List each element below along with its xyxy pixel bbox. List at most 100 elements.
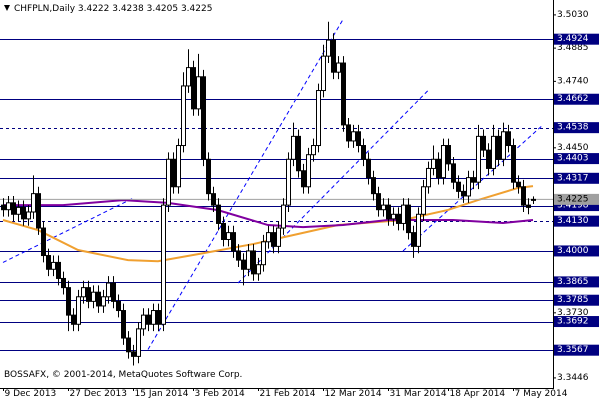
- candle-body: [446, 145, 451, 165]
- candle-body: [226, 232, 231, 240]
- candle-body: [31, 193, 36, 213]
- level-label: 3.4403: [557, 154, 589, 164]
- candle-body: [336, 62, 341, 73]
- candle-body: [526, 204, 531, 208]
- level-label: 3.4130: [557, 216, 589, 226]
- candle-body: [211, 193, 216, 206]
- candle-body: [161, 204, 166, 325]
- y-tick-label: 3.4885: [557, 43, 589, 53]
- candle-body: [81, 287, 86, 298]
- candle-body: [16, 206, 21, 215]
- candle-body: [466, 177, 471, 197]
- candle-body: [106, 282, 111, 298]
- candle-body: [366, 158, 371, 179]
- candle-body: [246, 250, 251, 270]
- level-label-box: [554, 93, 599, 105]
- candle-body: [311, 145, 316, 156]
- candle-body: [256, 264, 261, 275]
- candle-body: [341, 62, 346, 126]
- symbol-icon: [4, 5, 10, 11]
- candle-body: [361, 145, 366, 160]
- candle-body: [286, 158, 291, 206]
- level-label: 3.4198: [557, 201, 589, 211]
- candle-body: [86, 287, 91, 302]
- candle-body: [291, 135, 296, 160]
- candle-body: [356, 131, 361, 147]
- y-tick-label: 3.5030: [557, 10, 589, 20]
- candle-body: [136, 328, 141, 357]
- candle-body: [191, 67, 196, 110]
- candle-body: [181, 85, 186, 147]
- level-label: 3.4662: [557, 94, 589, 104]
- candle-body: [116, 300, 121, 312]
- level-label: 3.4317: [557, 173, 589, 183]
- candle-body: [111, 282, 116, 302]
- level-label-box: [554, 33, 599, 45]
- candle-body: [326, 39, 331, 57]
- candle-body: [41, 227, 46, 257]
- x-tick-label: 18 Apr 2014: [450, 389, 506, 399]
- candle-body: [91, 291, 96, 302]
- candle-body: [166, 158, 171, 206]
- candle-body: [296, 135, 301, 172]
- candle-body: [376, 193, 381, 211]
- candle-body: [406, 204, 411, 234]
- trendline: [237, 90, 429, 284]
- candle-body: [396, 213, 401, 224]
- candle-body: [521, 186, 526, 206]
- candle-body: [51, 261, 56, 270]
- candle-body: [281, 204, 286, 229]
- candle-body: [276, 227, 281, 247]
- candle-body: [101, 296, 106, 307]
- candle-body: [121, 310, 126, 339]
- level-label: 3.3865: [557, 277, 589, 287]
- x-tick-label: 15 Jan 2014: [135, 389, 189, 399]
- level-label-box: [554, 276, 599, 288]
- x-tick-label: 21 Feb 2014: [260, 389, 316, 399]
- level-label-box: [554, 245, 599, 257]
- candle-body: [456, 181, 461, 192]
- y-tick-label: 3.3730: [557, 308, 589, 318]
- x-tick-label: 3 Feb 2014: [195, 389, 246, 399]
- candle-body: [221, 222, 226, 240]
- candle-body: [56, 261, 61, 279]
- candle-body: [441, 145, 446, 179]
- level-label-box: [554, 316, 599, 328]
- y-tick-label: 3.4450: [557, 143, 589, 153]
- candle-body: [386, 204, 391, 220]
- price-label: 3.4225: [557, 194, 589, 204]
- candle-body: [506, 131, 511, 147]
- candle-body: [436, 158, 441, 179]
- candle-body: [171, 158, 176, 188]
- candle-body: [471, 177, 476, 183]
- candle-body: [401, 204, 406, 224]
- candle-body: [216, 204, 221, 224]
- candle-body: [271, 232, 276, 247]
- level-label-box: [554, 153, 599, 165]
- candle-body: [46, 255, 51, 270]
- candle-body: [421, 186, 426, 215]
- candle-body: [381, 204, 386, 211]
- candle-body: [61, 277, 66, 289]
- candle-body: [306, 154, 311, 188]
- candle-body: [351, 131, 356, 142]
- candle-body: [6, 202, 11, 211]
- candle-body: [21, 206, 26, 220]
- footer: BOSSAFX, © 2001-2014, MetaQuotes Softwar…: [4, 370, 242, 380]
- price-label-box: [554, 193, 599, 205]
- level-label: 3.3785: [557, 295, 589, 305]
- candle-body: [531, 198, 536, 201]
- candle-body: [411, 232, 416, 247]
- candle-body: [141, 314, 146, 330]
- level-label-box: [554, 294, 599, 306]
- candle-body: [451, 163, 456, 183]
- candle-body: [126, 337, 131, 353]
- candle-body: [206, 158, 211, 195]
- candle-body: [236, 250, 241, 261]
- level-label: 3.4924: [557, 34, 589, 44]
- candle-body: [1, 204, 6, 211]
- candle-body: [241, 259, 246, 270]
- candle-body: [196, 76, 201, 110]
